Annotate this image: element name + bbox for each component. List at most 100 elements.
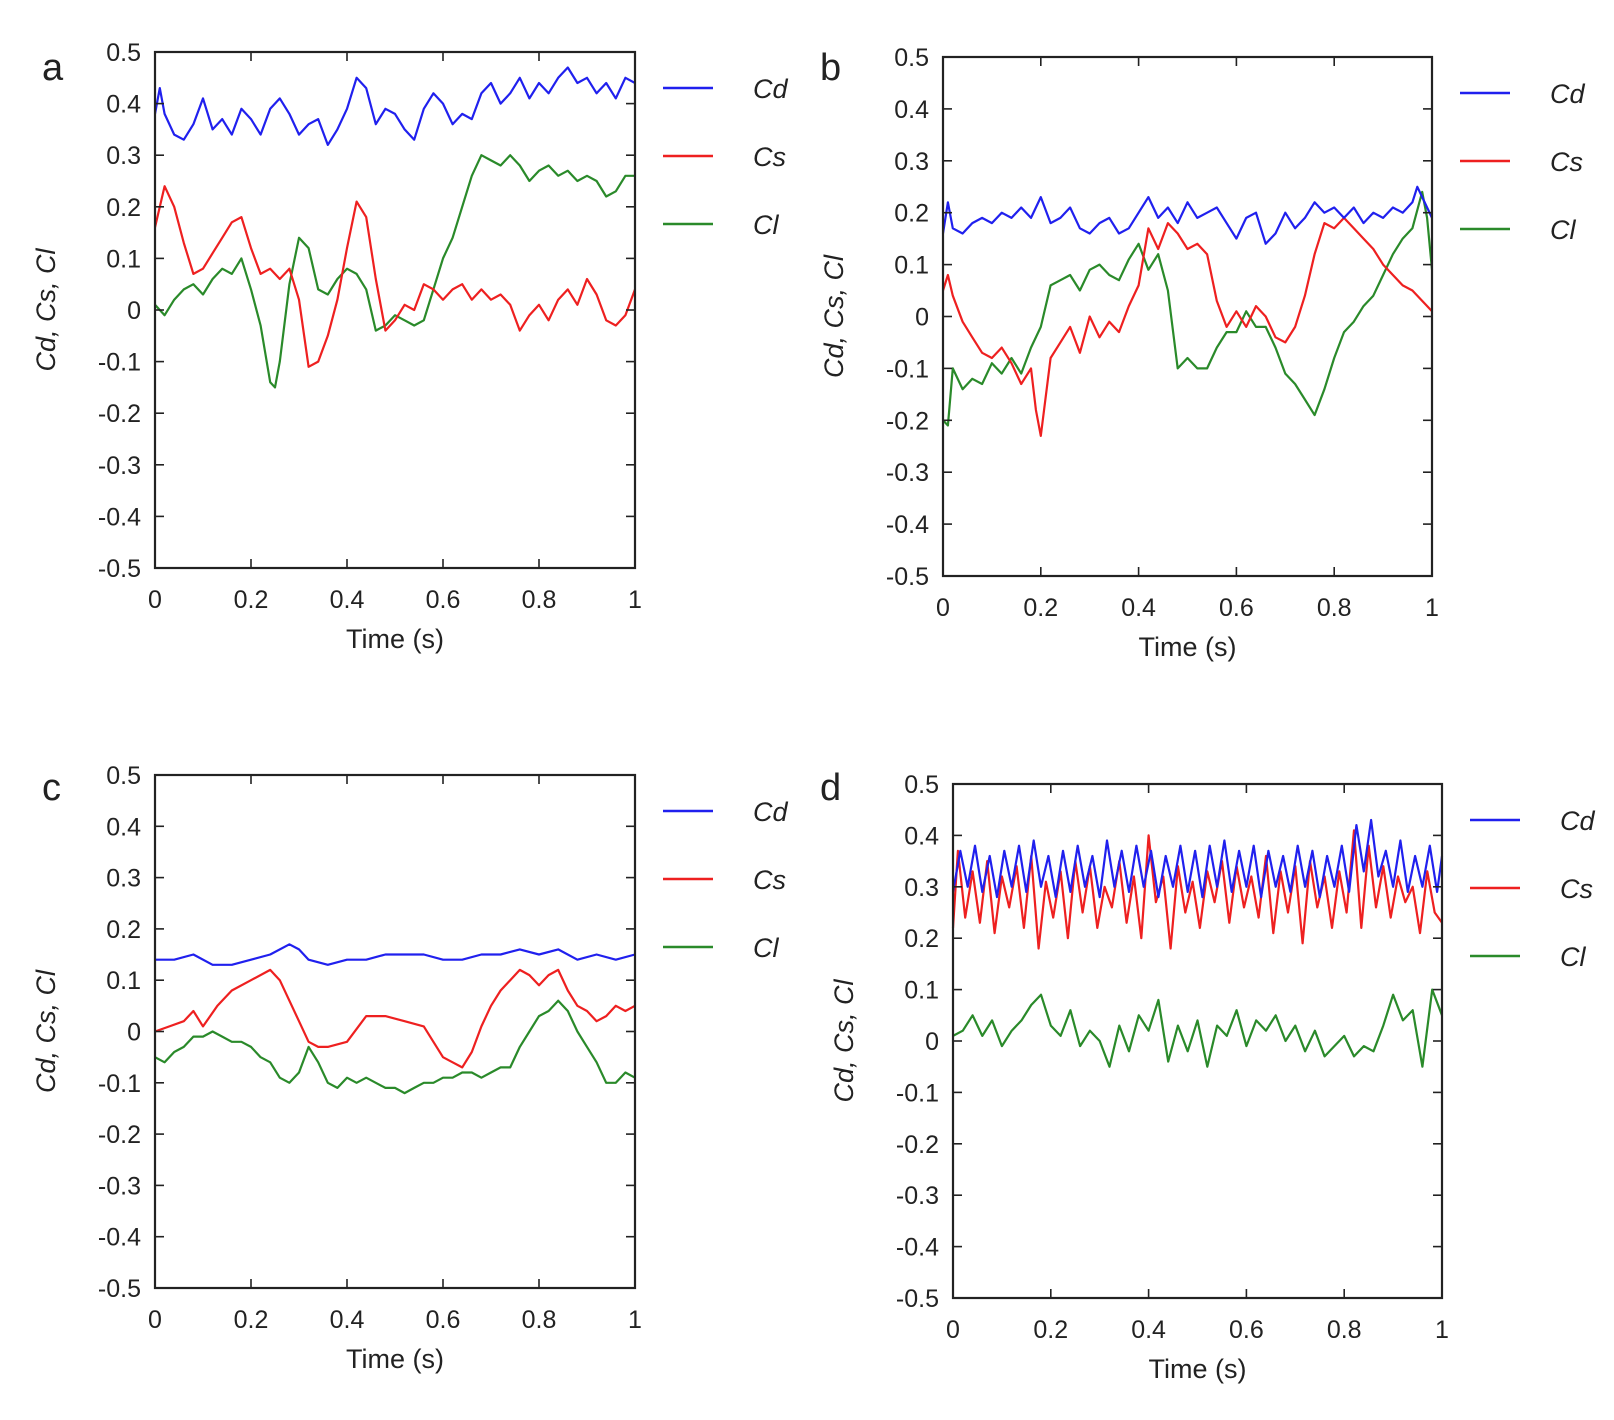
y-tick-label: -0.1 [886,355,929,383]
y-tick-label: 0.4 [106,91,141,119]
legend-label-cl: Cl [1550,215,1576,245]
x-tick-label: 0.6 [426,1306,461,1334]
x-tick-label: 0.2 [234,1306,269,1334]
x-axis-label: Time (s) [346,1344,444,1374]
legend-label-cl: Cl [1560,942,1586,972]
y-tick-label: 0.5 [106,39,141,67]
x-tick-label: 1 [1435,1316,1449,1344]
y-tick-label: -0.5 [896,1285,939,1313]
y-tick-label: -0.5 [98,555,141,583]
y-tick-label: -0.3 [886,459,929,487]
x-tick-label: 0 [148,1306,162,1334]
series-line-cs [153,185,637,368]
y-tick-label: -0.4 [886,511,929,539]
chart-panel-b: b 0.50.40.30.20.10-0.1-0.2-0.3-0.4-0.50 0.… [819,44,1585,662]
series-line-cd [155,943,636,966]
y-tick-label: 0.3 [106,142,141,170]
y-tick-label: 0.5 [894,44,929,72]
x-tick-label: 0.8 [522,586,557,614]
series-line-cd [941,185,1433,245]
series-line-cl [154,999,636,1095]
plot-frame [153,50,637,570]
x-tick-label: 0.4 [330,586,365,614]
y-tick-label: -0.1 [98,349,141,377]
x-tick-label: 0.4 [1131,1316,1166,1344]
legend-label-cs: Cs [1550,147,1583,177]
chart-panel-a: a 0.50.40.30.20.10-0.1-0.2-0.3-0.4-0.50 0.… [31,39,788,654]
y-tick-label: -0.5 [98,1275,141,1303]
legend-label-cl: Cl [753,933,779,963]
y-axis-label: Cd, Cs, Cl [31,247,61,371]
y-tick-label: 0.2 [894,200,929,228]
y-tick-label: 0 [127,1019,141,1047]
plot-frame [941,55,1434,578]
chart-panel-d: d 0.50.40.30.20.10-0.1-0.2-0.3-0.4-0.50 0.… [820,767,1595,1384]
legend-label-cd: Cd [753,74,788,104]
x-tick-label: 0 [946,1316,960,1344]
x-tick-label: 0.8 [1317,594,1352,622]
y-tick-label: -0.4 [98,1224,141,1252]
plot-frame [153,773,637,1290]
y-tick-label: -0.3 [98,1172,141,1200]
legend-label-cs: Cs [1560,874,1593,904]
y-tick-label: -0.1 [98,1070,141,1098]
y-tick-label: -0.4 [896,1234,939,1262]
y-tick-label: 0.1 [894,252,929,280]
x-axis-label: Time (s) [346,624,444,654]
panel-label: a [42,47,64,89]
series-line-cl [942,190,1434,427]
y-axis-label: Cd, Cs, Cl [819,254,849,378]
x-tick-label: 0.2 [1033,1316,1068,1344]
y-tick-label: -0.2 [896,1131,939,1159]
y-tick-label: -0.3 [98,452,141,480]
x-tick-label: 0 [148,586,162,614]
y-tick-label: -0.1 [896,1079,939,1107]
y-tick-label: 0 [915,304,929,332]
series-line-cd [951,818,1444,899]
x-tick-label: 0.6 [426,586,461,614]
series-line-cs [951,829,1443,950]
y-tick-label: 0.3 [106,865,141,893]
x-tick-label: 1 [628,586,642,614]
x-axis-label: Time (s) [1139,632,1237,662]
panel-label: c [42,767,61,809]
x-tick-label: 0.6 [1229,1316,1264,1344]
y-tick-label: -0.4 [98,503,141,531]
x-tick-label: 0.2 [1023,594,1058,622]
x-tick-label: 1 [628,1306,642,1334]
x-tick-label: 0.8 [1327,1316,1362,1344]
x-tick-label: 0.6 [1219,594,1254,622]
series-line-cl [952,988,1444,1068]
y-tick-label: -0.5 [886,563,929,591]
legend-label-cl: Cl [753,210,779,240]
y-tick-label: 0.2 [904,925,939,953]
y-tick-label: 0.5 [904,771,939,799]
y-axis-label: Cd, Cs, Cl [829,978,859,1102]
y-tick-label: 0.1 [106,967,141,995]
y-tick-label: 0.5 [106,762,141,790]
x-tick-label: 0 [936,594,950,622]
panel-label: b [820,47,841,89]
y-tick-label: 0.4 [106,813,141,841]
y-tick-label: 0.2 [106,916,141,944]
legend-label-cd: Cd [753,797,788,827]
x-tick-label: 0.4 [330,1306,365,1334]
y-tick-label: -0.2 [98,400,141,428]
series-line-cs [941,216,1433,437]
legend-label-cs: Cs [753,865,786,895]
y-tick-label: -0.2 [98,1121,141,1149]
y-tick-label: -0.3 [896,1182,939,1210]
series-line-cl [154,154,635,389]
y-axis-label: Cd, Cs, Cl [31,969,61,1093]
y-tick-label: 0.1 [904,977,939,1005]
x-axis-label: Time (s) [1149,1354,1247,1384]
chart-panel-c: c 0.50.40.30.20.10-0.1-0.2-0.3-0.4-0.50 0.… [31,762,788,1374]
y-tick-label: 0 [127,297,141,325]
y-tick-label: 0.3 [894,148,929,176]
series-line-cs [154,968,636,1069]
y-tick-label: 0.2 [106,194,141,222]
panel-label: d [820,767,841,809]
x-tick-label: 0.2 [234,586,269,614]
y-tick-label: 0.1 [106,245,141,273]
